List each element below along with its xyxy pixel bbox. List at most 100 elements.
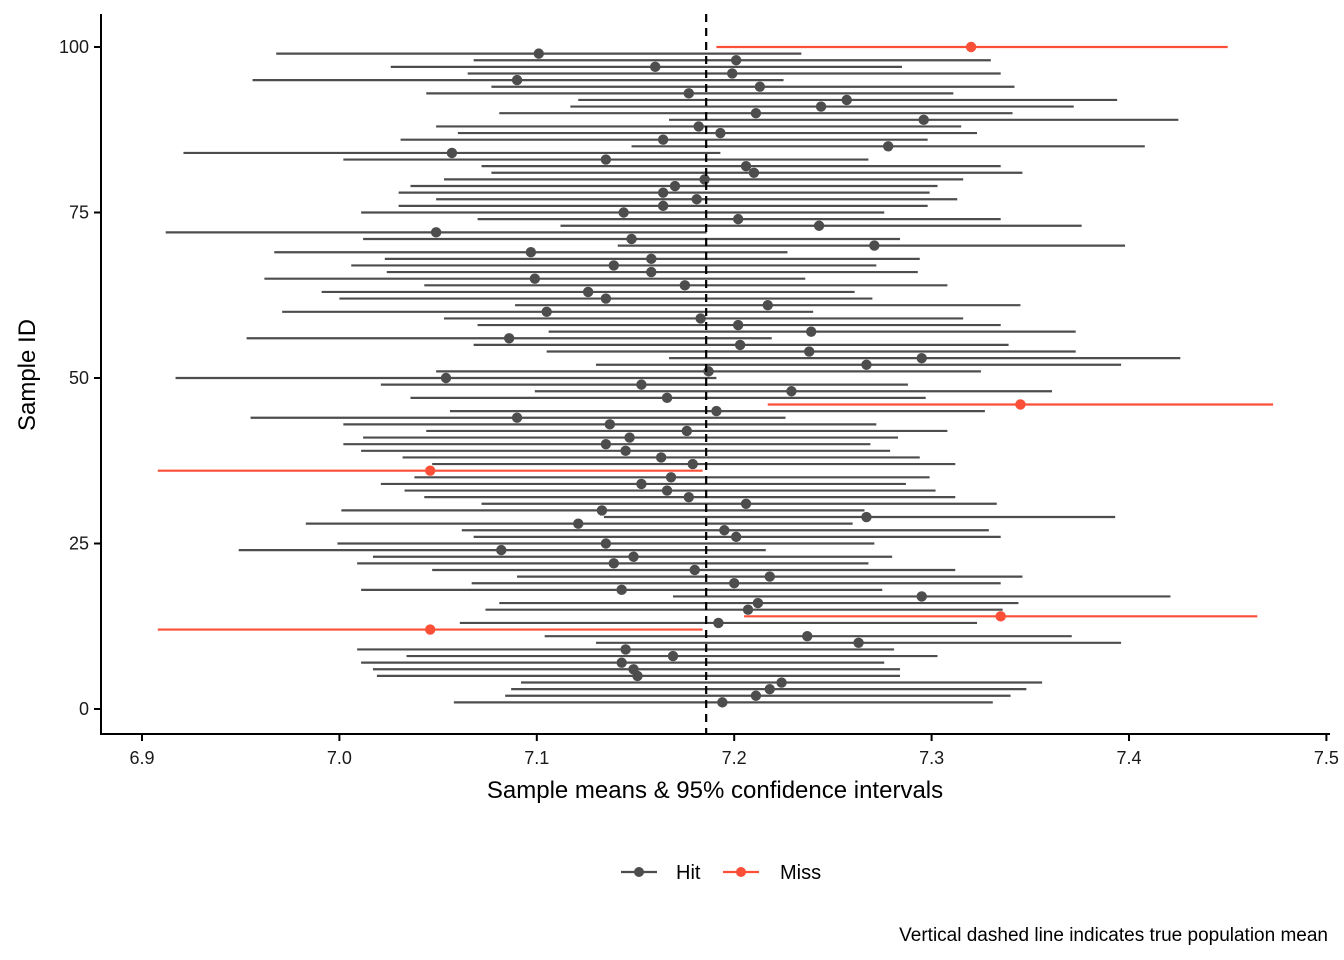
mean-point-51 — [703, 366, 714, 377]
mean-point-89 — [918, 114, 929, 126]
mean-point-19 — [729, 578, 740, 589]
mean-point-4 — [776, 677, 787, 688]
mean-point-95 — [511, 74, 523, 86]
y-axis-ticks: 0 25 50 75 100 — [59, 37, 101, 719]
mean-point-27 — [719, 525, 730, 536]
x-tick-label: 7.4 — [1116, 748, 1141, 768]
mean-point-11 — [802, 630, 813, 642]
y-tick-label: 25 — [69, 534, 89, 554]
mean-point-12 — [425, 624, 436, 635]
mean-point-83 — [600, 154, 612, 165]
mean-point-20 — [764, 571, 775, 582]
y-tick-label: 0 — [79, 699, 89, 719]
mean-point-1 — [717, 697, 728, 708]
x-axis-ticks: 6.9 7.0 7.1 7.2 7.3 7.4 7.5 — [129, 734, 1339, 768]
mean-point-53 — [916, 352, 927, 364]
mean-point-60 — [541, 306, 552, 317]
mean-point-100 — [965, 41, 977, 53]
mean-point-63 — [582, 286, 594, 298]
x-tick-label: 6.9 — [129, 748, 154, 768]
mean-point-56 — [503, 333, 515, 344]
mean-point-40 — [600, 439, 612, 450]
mean-point-87 — [715, 127, 726, 139]
y-tick-label: 100 — [59, 37, 89, 57]
mean-point-22 — [608, 558, 619, 569]
mean-point-78 — [657, 187, 669, 198]
mean-point-10 — [853, 637, 864, 648]
mean-point-15 — [742, 604, 754, 615]
mean-point-84 — [446, 147, 458, 159]
mean-point-30 — [596, 505, 608, 516]
mean-point-73 — [813, 220, 825, 231]
mean-point-24 — [496, 544, 507, 556]
mean-point-68 — [646, 253, 657, 265]
y-tick-label: 75 — [69, 203, 89, 223]
mean-point-13 — [713, 617, 724, 629]
mean-point-21 — [689, 564, 700, 576]
mean-point-18 — [616, 584, 627, 596]
mean-point-85 — [882, 141, 894, 152]
mean-point-9 — [620, 644, 631, 655]
mean-point-57 — [805, 326, 817, 337]
mean-point-8 — [667, 650, 679, 662]
mean-point-77 — [691, 194, 702, 205]
mean-point-59 — [695, 313, 706, 324]
mean-point-91 — [815, 101, 827, 112]
mean-point-2 — [750, 690, 762, 701]
mean-point-42 — [681, 425, 693, 437]
mean-point-33 — [661, 485, 673, 496]
caption: Vertical dashed line indicates true popu… — [899, 925, 1328, 946]
mean-point-79 — [669, 180, 681, 192]
x-tick-label: 7.5 — [1314, 748, 1339, 768]
mean-point-46 — [1015, 399, 1026, 410]
mean-point-82 — [740, 160, 752, 172]
mean-point-69 — [525, 247, 537, 258]
mean-point-74 — [732, 213, 744, 225]
mean-point-86 — [657, 134, 669, 145]
legend: Hit Miss — [621, 862, 821, 884]
intervals-layer — [157, 41, 1274, 708]
mean-point-49 — [636, 379, 647, 390]
mean-point-41 — [624, 432, 635, 443]
mean-point-36 — [425, 465, 436, 476]
mean-point-48 — [786, 386, 797, 397]
mean-point-67 — [608, 260, 619, 271]
x-tick-label: 7.3 — [919, 748, 944, 768]
mean-point-39 — [620, 445, 631, 457]
x-tick-label: 7.2 — [722, 748, 747, 768]
mean-point-45 — [711, 405, 722, 417]
y-tick-label: 50 — [69, 368, 89, 388]
mean-point-14 — [995, 611, 1006, 622]
legend-miss-label: Miss — [780, 862, 821, 884]
mean-point-47 — [661, 392, 673, 404]
mean-point-88 — [693, 121, 704, 132]
mean-point-26 — [730, 531, 742, 543]
legend-hit-dot — [634, 867, 644, 877]
x-tick-label: 7.1 — [524, 748, 549, 768]
mean-point-23 — [628, 551, 639, 562]
mean-point-65 — [529, 273, 541, 284]
mean-point-66 — [646, 266, 657, 278]
mean-point-29 — [861, 511, 872, 523]
legend-miss-dot — [736, 867, 746, 877]
mean-point-62 — [600, 293, 612, 304]
mean-point-35 — [665, 472, 677, 483]
mean-point-94 — [754, 81, 766, 92]
mean-point-52 — [861, 359, 872, 370]
mean-point-75 — [618, 207, 629, 218]
mean-point-32 — [683, 491, 694, 503]
mean-point-98 — [730, 55, 742, 66]
mean-point-55 — [734, 339, 746, 351]
mean-point-61 — [762, 299, 773, 311]
mean-point-99 — [533, 48, 544, 59]
mean-point-28 — [573, 518, 584, 529]
mean-point-81 — [748, 167, 760, 178]
mean-point-54 — [804, 346, 815, 357]
mean-point-70 — [869, 240, 880, 251]
x-axis-title: Sample means & 95% confidence intervals — [487, 777, 943, 804]
mean-point-92 — [841, 94, 852, 106]
mean-point-37 — [687, 458, 698, 470]
mean-point-16 — [752, 597, 764, 609]
mean-point-38 — [655, 452, 667, 463]
